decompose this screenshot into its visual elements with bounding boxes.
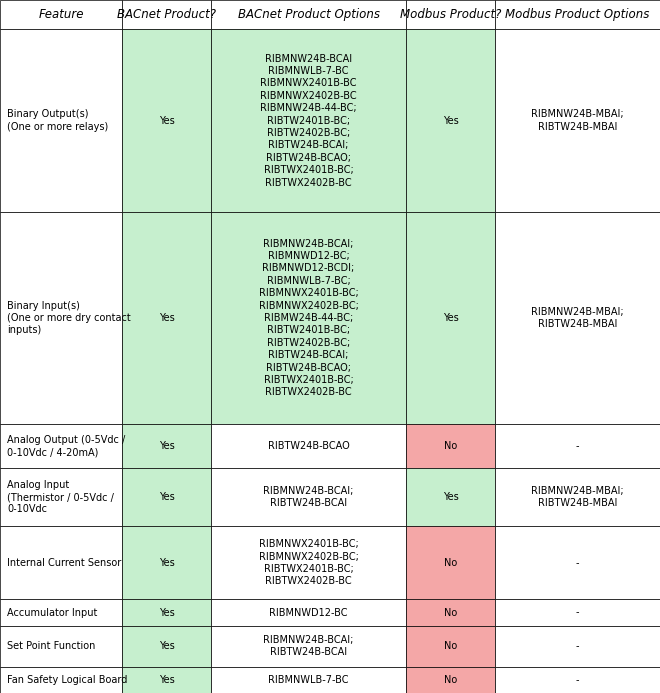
Text: -: - <box>576 558 579 568</box>
Bar <box>0 599 122 626</box>
Text: Binary Input(s)
(One or more dry contact
inputs): Binary Input(s) (One or more dry contact… <box>7 301 131 335</box>
Bar <box>495 626 660 667</box>
Text: RIBMNW24B-BCAI;
RIBTW24B-BCAI: RIBMNW24B-BCAI; RIBTW24B-BCAI <box>263 635 354 658</box>
Bar <box>495 667 660 693</box>
Text: Yes: Yes <box>159 558 174 568</box>
Text: Set Point Function: Set Point Function <box>7 641 96 651</box>
Bar <box>211 212 406 424</box>
Bar <box>495 526 660 599</box>
Text: BACnet Product?: BACnet Product? <box>117 8 216 21</box>
Bar <box>0 0 122 29</box>
Bar <box>406 626 495 667</box>
Text: BACnet Product Options: BACnet Product Options <box>238 8 380 21</box>
Bar <box>0 468 122 526</box>
Bar <box>122 29 211 212</box>
Text: Fan Safety Logical Board: Fan Safety Logical Board <box>7 675 127 685</box>
Bar <box>406 424 495 468</box>
Text: RIBMNW24B-BCAI
RIBMNWLB-7-BC
RIBMNWX2401B-BC
RIBMNWX2402B-BC
RIBMNW24B-44-BC;
RI: RIBMNW24B-BCAI RIBMNWLB-7-BC RIBMNWX2401… <box>260 53 357 188</box>
Bar <box>211 0 406 29</box>
Text: No: No <box>444 558 457 568</box>
Bar <box>495 424 660 468</box>
Text: Feature: Feature <box>38 8 84 21</box>
Text: -: - <box>576 641 579 651</box>
Bar <box>0 424 122 468</box>
Text: RIBMNW24B-BCAI;
RIBTW24B-BCAI: RIBMNW24B-BCAI; RIBTW24B-BCAI <box>263 486 354 508</box>
Bar <box>406 29 495 212</box>
Bar <box>495 599 660 626</box>
Text: Modbus Product Options: Modbus Product Options <box>506 8 649 21</box>
Bar <box>211 424 406 468</box>
Bar <box>211 626 406 667</box>
Bar <box>122 526 211 599</box>
Bar <box>406 212 495 424</box>
Text: Modbus Product?: Modbus Product? <box>400 8 501 21</box>
Bar <box>0 526 122 599</box>
Bar <box>122 468 211 526</box>
Bar <box>0 212 122 424</box>
Bar <box>211 599 406 626</box>
Text: RIBMNWLB-7-BC: RIBMNWLB-7-BC <box>269 675 348 685</box>
Text: RIBMNW24B-BCAI;
RIBMNWD12-BC;
RIBMNWD12-BCDI;
RIBMNWLB-7-BC;
RIBMNWX2401B-BC;
RI: RIBMNW24B-BCAI; RIBMNWD12-BC; RIBMNWD12-… <box>259 238 358 397</box>
Bar <box>406 0 495 29</box>
Text: Yes: Yes <box>443 313 458 323</box>
Text: -: - <box>576 675 579 685</box>
Text: No: No <box>444 608 457 617</box>
Bar <box>495 468 660 526</box>
Bar <box>211 526 406 599</box>
Bar <box>406 667 495 693</box>
Text: RIBMNW24B-MBAI;
RIBTW24B-MBAI: RIBMNW24B-MBAI; RIBTW24B-MBAI <box>531 109 624 132</box>
Text: Yes: Yes <box>159 608 174 617</box>
Text: RIBMNWD12-BC: RIBMNWD12-BC <box>269 608 348 617</box>
Text: No: No <box>444 441 457 451</box>
Text: No: No <box>444 641 457 651</box>
Text: Yes: Yes <box>159 116 174 125</box>
Text: Binary Output(s)
(One or more relays): Binary Output(s) (One or more relays) <box>7 109 108 132</box>
Text: Yes: Yes <box>443 116 458 125</box>
Bar <box>122 212 211 424</box>
Bar <box>211 667 406 693</box>
Text: Yes: Yes <box>159 675 174 685</box>
Text: -: - <box>576 441 579 451</box>
Bar <box>122 424 211 468</box>
Bar <box>495 212 660 424</box>
Bar <box>211 29 406 212</box>
Bar <box>406 526 495 599</box>
Text: RIBTW24B-BCAO: RIBTW24B-BCAO <box>268 441 349 451</box>
Bar <box>495 29 660 212</box>
Text: No: No <box>444 675 457 685</box>
Text: Internal Current Sensor: Internal Current Sensor <box>7 558 121 568</box>
Text: Yes: Yes <box>443 492 458 502</box>
Bar <box>0 626 122 667</box>
Bar <box>122 0 211 29</box>
Text: RIBMNW24B-MBAI;
RIBTW24B-MBAI: RIBMNW24B-MBAI; RIBTW24B-MBAI <box>531 307 624 329</box>
Text: Yes: Yes <box>159 313 174 323</box>
Text: Yes: Yes <box>159 641 174 651</box>
Text: RIBMNWX2401B-BC;
RIBMNWX2402B-BC;
RIBTWX2401B-BC;
RIBTWX2402B-BC: RIBMNWX2401B-BC; RIBMNWX2402B-BC; RIBTWX… <box>259 539 358 586</box>
Bar <box>0 667 122 693</box>
Text: Yes: Yes <box>159 441 174 451</box>
Text: Analog Output (0-5Vdc /
0-10Vdc / 4-20mA): Analog Output (0-5Vdc / 0-10Vdc / 4-20mA… <box>7 435 125 457</box>
Bar <box>122 626 211 667</box>
Bar <box>0 29 122 212</box>
Bar <box>406 599 495 626</box>
Text: -: - <box>576 608 579 617</box>
Text: Analog Input
(Thermistor / 0-5Vdc /
0-10Vdc: Analog Input (Thermistor / 0-5Vdc / 0-10… <box>7 480 114 514</box>
Text: RIBMNW24B-MBAI;
RIBTW24B-MBAI: RIBMNW24B-MBAI; RIBTW24B-MBAI <box>531 486 624 508</box>
Bar <box>122 599 211 626</box>
Text: Yes: Yes <box>159 492 174 502</box>
Text: Accumulator Input: Accumulator Input <box>7 608 98 617</box>
Bar <box>122 667 211 693</box>
Bar <box>406 468 495 526</box>
Bar <box>211 468 406 526</box>
Bar <box>495 0 660 29</box>
